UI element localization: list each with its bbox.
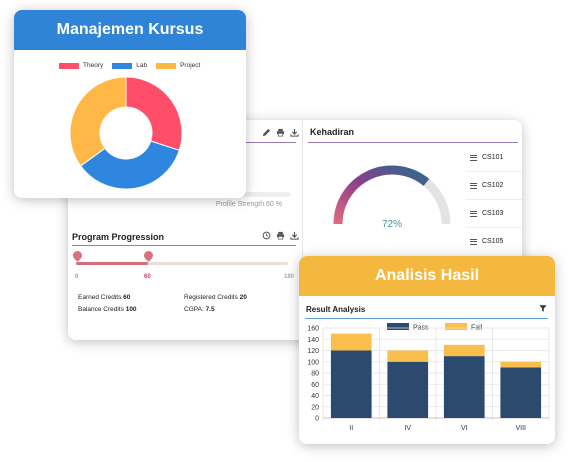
progression-fill [76,262,148,265]
legend-label: Project [180,62,201,69]
balance-credits-value: 100 [125,306,137,313]
legend-swatch [112,62,133,69]
analisis-hasil-header: Analisis Hasil [299,256,555,296]
course-item-cs102[interactable]: CS102 [470,182,503,189]
panel-divider [302,120,303,340]
balance-credits: Balance Credits 100 [78,306,137,313]
list-icon [470,238,477,245]
progression-tick-end: 180 [284,274,295,280]
cgpa-value: 7.5 [205,306,215,313]
registered-credits: Registered Credits 20 [184,294,247,301]
x-tick-label: II [349,425,353,432]
list-icon [470,154,477,161]
donut-slice-lab[interactable] [79,140,180,190]
top-left-tools [262,128,299,137]
course-label: CS101 [482,154,504,161]
course-label: CS105 [482,238,504,245]
progression-start-marker [71,249,84,262]
bar-pass-viii[interactable] [500,367,542,418]
gauge-track [333,165,451,225]
y-tick-label: 60 [311,382,319,389]
download-icon[interactable] [290,231,299,240]
gauge-value: 72% [381,219,402,230]
cgpa-label: CGPA: [184,306,204,313]
y-tick-label: 160 [307,326,319,333]
x-tick-label: VI [461,425,468,432]
result-analysis-title: Result Analysis [306,305,366,314]
profile-strength-text: Profile Strength 60 % [215,201,282,208]
printer-icon[interactable] [276,231,285,240]
bar-pass-vi[interactable] [443,356,485,418]
manajemen-kursus-card: Manajemen Kursus Theory Lab Project [14,10,246,198]
bar-pass-iv[interactable] [387,361,429,418]
progression-divider [72,245,296,246]
legend-swatch [59,62,79,69]
donut-slice-theory[interactable] [125,76,183,151]
bar-fail-viii[interactable] [500,361,542,368]
y-tick-label: 40 [311,393,319,400]
donut-legend: Theory Lab Project [59,62,200,69]
progression-tick-current: 60 [144,274,151,280]
bar-fail-vi[interactable] [443,344,485,357]
kehadiran-divider [308,142,518,143]
list-icon [470,210,477,217]
gauge-fill [333,165,430,225]
y-tick-label: 80 [311,371,319,378]
cgpa: CGPA: 7.5 [184,306,215,313]
course-label: CS103 [482,210,504,217]
course-item-cs105[interactable]: CS105 [470,238,503,245]
course-item-cs101[interactable]: CS101 [470,154,503,161]
manajemen-kursus-header: Manajemen Kursus [14,10,246,50]
y-tick-label: 120 [307,348,319,355]
y-tick-label: 20 [311,404,319,411]
progression-tools [262,231,299,240]
profile-strength-bar [218,192,290,197]
y-tick-label: 0 [315,416,319,423]
x-tick-label: VIII [515,425,526,432]
download-icon[interactable] [290,128,299,137]
course-separator [466,227,522,228]
progression-tick-start: 0 [75,274,79,280]
course-separator [466,171,522,172]
bar-fail-ii[interactable] [330,333,372,351]
bar-fail-iv[interactable] [387,350,429,362]
history-icon[interactable] [262,231,271,240]
legend-swatch-pass [387,323,409,330]
y-tick-label: 100 [307,359,319,366]
earned-credits-value: 60 [123,294,131,301]
legend-item-lab[interactable]: Lab [112,62,147,69]
balance-credits-label: Balance Credits [78,306,124,313]
course-donut-chart [69,76,183,190]
legend-swatch-fail [445,323,467,330]
y-tick-label: 140 [307,337,319,344]
result-analysis-divider [305,318,548,319]
registered-credits-value: 20 [239,294,247,301]
filter-icon[interactable] [539,304,547,313]
course-item-cs103[interactable]: CS103 [470,210,503,217]
progression-track [76,262,288,265]
bar-pass-ii[interactable] [330,350,372,419]
legend-item-project[interactable]: Project [156,62,200,69]
legend-swatch [156,62,177,69]
pencil-icon[interactable] [262,128,271,137]
registered-credits-label: Registered Credits [184,294,238,301]
attendance-gauge [333,165,451,225]
legend-label: Lab [136,62,148,69]
course-label: CS102 [482,182,504,189]
legend-item-theory[interactable]: Theory [59,62,103,69]
x-tick-label: IV [404,425,411,432]
printer-icon[interactable] [276,128,285,137]
donut-slice-project[interactable] [69,76,127,167]
program-progression-title: Program Progression [72,232,165,242]
earned-credits-label: Earned Credits [78,294,122,301]
earned-credits: Earned Credits 60 [78,294,130,301]
legend-label: Theory [83,62,104,69]
course-separator [466,199,522,200]
progression-current-marker [142,249,155,262]
analisis-hasil-card: Analisis Hasil Result Analysis Pass Fail 0… [299,256,555,444]
list-icon [470,182,477,189]
kehadiran-title: Kehadiran [310,127,355,137]
